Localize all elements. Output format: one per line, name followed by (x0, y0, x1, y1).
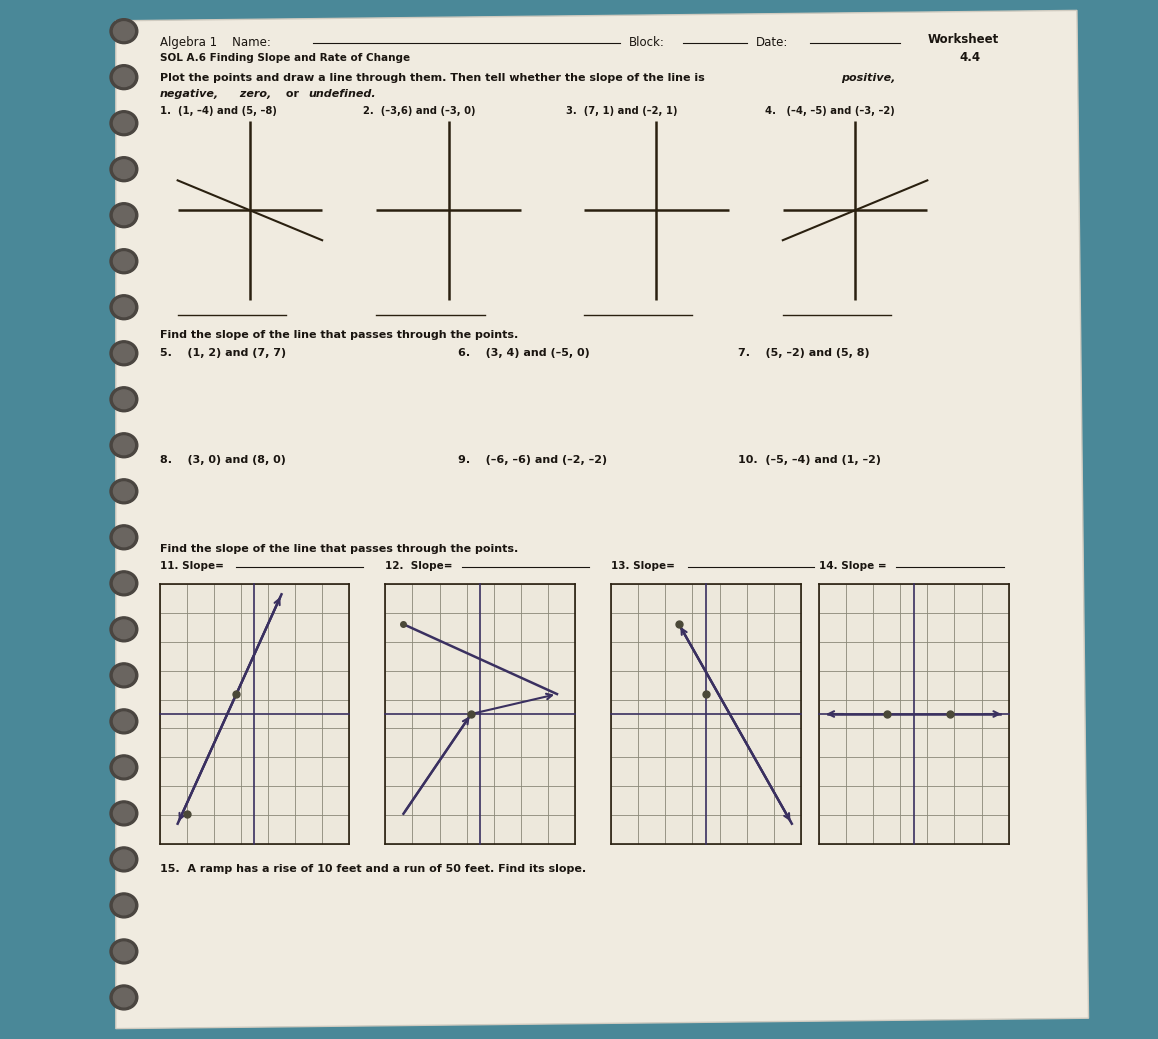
Circle shape (110, 387, 138, 411)
Circle shape (110, 893, 138, 917)
Circle shape (113, 298, 134, 317)
Text: 11. Slope=: 11. Slope= (160, 561, 223, 571)
Circle shape (113, 160, 134, 179)
Circle shape (113, 896, 134, 914)
Text: 8.    (3, 0) and (8, 0): 8. (3, 0) and (8, 0) (160, 455, 286, 464)
Circle shape (113, 436, 134, 455)
Text: Block:: Block: (629, 35, 665, 49)
Circle shape (113, 528, 134, 547)
Text: Find the slope of the line that passes through the points.: Find the slope of the line that passes t… (160, 330, 518, 340)
Text: SOL A.6 Finding Slope and Rate of Change: SOL A.6 Finding Slope and Rate of Change (160, 53, 410, 62)
Circle shape (110, 525, 138, 550)
Polygon shape (160, 584, 350, 844)
Text: 4.   (–4, –5) and (–3, –2): 4. (–4, –5) and (–3, –2) (764, 106, 894, 115)
Text: 10.  (–5, –4) and (1, –2): 10. (–5, –4) and (1, –2) (738, 455, 880, 464)
Circle shape (110, 157, 138, 182)
Text: Algebra 1    Name:: Algebra 1 Name: (160, 35, 271, 49)
Circle shape (110, 939, 138, 964)
Circle shape (113, 68, 134, 86)
Circle shape (113, 804, 134, 823)
Circle shape (113, 22, 134, 41)
Polygon shape (116, 10, 1089, 1029)
Circle shape (110, 248, 138, 273)
Circle shape (110, 847, 138, 872)
Circle shape (110, 570, 138, 595)
Text: 13. Slope=: 13. Slope= (611, 561, 675, 571)
Text: positive,: positive, (842, 73, 896, 83)
Polygon shape (819, 584, 1009, 844)
Text: Find the slope of the line that passes through the points.: Find the slope of the line that passes t… (160, 544, 518, 555)
Circle shape (113, 712, 134, 730)
Text: zero,: zero, (236, 88, 272, 99)
Text: 4.4: 4.4 (959, 51, 980, 63)
Text: Worksheet: Worksheet (928, 33, 998, 46)
Circle shape (113, 574, 134, 592)
Text: 3.  (7, 1) and (–2, 1): 3. (7, 1) and (–2, 1) (566, 106, 677, 115)
Text: 5.    (1, 2) and (7, 7): 5. (1, 2) and (7, 7) (160, 348, 286, 358)
Circle shape (113, 988, 134, 1007)
Circle shape (110, 755, 138, 780)
Text: 6.    (3, 4) and (–5, 0): 6. (3, 4) and (–5, 0) (457, 348, 589, 358)
Circle shape (110, 479, 138, 504)
Circle shape (110, 19, 138, 44)
Text: 7.    (5, –2) and (5, 8): 7. (5, –2) and (5, 8) (738, 348, 870, 358)
Polygon shape (611, 584, 801, 844)
Circle shape (110, 433, 138, 458)
Circle shape (113, 850, 134, 869)
Circle shape (113, 942, 134, 961)
Circle shape (113, 206, 134, 224)
Text: 12.  Slope=: 12. Slope= (386, 561, 453, 571)
Text: negative,: negative, (160, 88, 219, 99)
Text: 9.    (–6, –6) and (–2, –2): 9. (–6, –6) and (–2, –2) (457, 455, 607, 464)
Circle shape (110, 617, 138, 642)
Text: Date:: Date: (756, 35, 789, 49)
Circle shape (110, 341, 138, 366)
Text: 2.  (–3,6) and (–3, 0): 2. (–3,6) and (–3, 0) (362, 106, 475, 115)
Circle shape (110, 111, 138, 136)
Circle shape (113, 620, 134, 639)
Circle shape (113, 482, 134, 501)
Circle shape (113, 666, 134, 685)
Circle shape (113, 390, 134, 408)
Circle shape (110, 295, 138, 320)
Circle shape (113, 251, 134, 270)
Circle shape (110, 709, 138, 734)
Circle shape (113, 114, 134, 133)
Circle shape (110, 801, 138, 826)
Text: 14. Slope =: 14. Slope = (819, 561, 887, 571)
Circle shape (113, 344, 134, 363)
Text: 15.  A ramp has a rise of 10 feet and a run of 50 feet. Find its slope.: 15. A ramp has a rise of 10 feet and a r… (160, 863, 586, 874)
Text: undefined.: undefined. (308, 88, 376, 99)
Circle shape (110, 203, 138, 228)
Circle shape (110, 663, 138, 688)
Circle shape (110, 985, 138, 1010)
Circle shape (110, 64, 138, 89)
Text: Plot the points and draw a line through them. Then tell whether the slope of the: Plot the points and draw a line through … (160, 73, 709, 83)
Text: 1.  (1, –4) and (5, –8): 1. (1, –4) and (5, –8) (160, 106, 277, 115)
Text: or: or (281, 88, 302, 99)
Circle shape (113, 758, 134, 777)
Polygon shape (386, 584, 576, 844)
